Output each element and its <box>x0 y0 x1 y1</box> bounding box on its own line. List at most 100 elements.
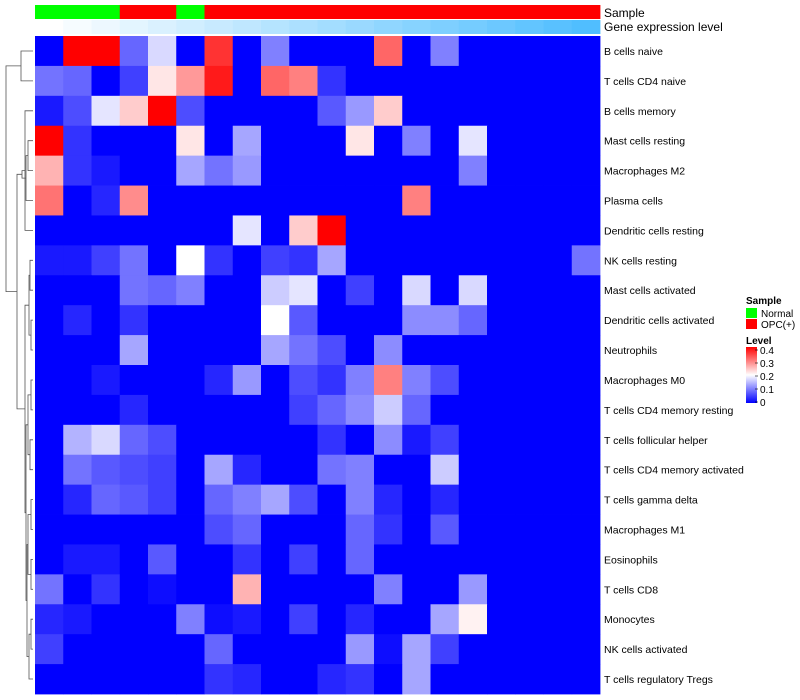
heatmap-cell <box>487 305 516 336</box>
heatmap-cell <box>430 36 460 67</box>
heatmap-cell <box>571 514 601 545</box>
heatmap-cell <box>289 484 318 515</box>
heatmap-cell <box>232 484 262 515</box>
level-tick-label: 0 <box>760 398 766 409</box>
sample-annotation-cell <box>148 5 177 19</box>
heatmap-cell <box>317 95 347 127</box>
heatmap-cell <box>35 424 64 456</box>
heatmap-cell <box>515 514 544 545</box>
heatmap-cell <box>63 394 92 426</box>
heatmap-cell <box>374 185 403 216</box>
heatmap-cell <box>63 335 92 366</box>
heatmap-cell <box>204 155 234 186</box>
heatmap-cell <box>345 36 375 67</box>
heatmap-cell <box>35 574 64 605</box>
heatmap-cell <box>289 125 318 157</box>
heatmap-cell <box>458 36 488 67</box>
heatmap-cell <box>487 574 516 605</box>
heatmap-cell <box>148 604 177 635</box>
expression-annotation-cell <box>317 20 347 34</box>
heatmap-cell <box>176 514 205 545</box>
heatmap-cell <box>261 574 290 605</box>
heatmap-cell <box>458 245 488 276</box>
level-tick-label: 0.3 <box>760 359 774 370</box>
heatmap-cell <box>204 484 234 515</box>
heatmap-cell <box>232 335 262 366</box>
row-label: Eosinophils <box>604 554 658 566</box>
heatmap-cell <box>345 365 375 396</box>
heatmap-cell <box>487 484 516 515</box>
row-label: Dendritic cells activated <box>604 315 714 327</box>
heatmap-cell <box>345 664 375 695</box>
expression-annotation-cell <box>204 20 234 34</box>
heatmap-cell <box>261 365 290 396</box>
heatmap-cell <box>119 305 149 336</box>
heatmap-cell <box>261 95 290 127</box>
heatmap-cell <box>317 634 347 665</box>
heatmap-cell <box>571 634 601 665</box>
heatmap-cell <box>430 604 460 635</box>
heatmap-cell <box>317 275 347 306</box>
heatmap-cell <box>63 604 92 635</box>
dendrogram-branch <box>30 618 33 650</box>
dendrogram-branch <box>27 394 31 456</box>
expression-annotation-cell <box>430 20 460 34</box>
heatmap-cell <box>402 335 431 366</box>
heatmap-cell <box>317 514 347 545</box>
heatmap-cell <box>91 155 121 186</box>
heatmap-cell <box>458 95 488 127</box>
heatmap-cell <box>458 394 488 426</box>
heatmap-cells <box>35 36 601 695</box>
heatmap-cell <box>430 634 460 665</box>
level-tick-label: 0.4 <box>760 346 774 357</box>
heatmap-cell <box>204 95 234 127</box>
heatmap-cell <box>543 95 573 127</box>
heatmap-cell <box>91 125 121 157</box>
heatmap-cell <box>543 185 573 216</box>
heatmap-cell <box>317 155 347 186</box>
heatmap-cell <box>317 394 347 426</box>
heatmap-cell <box>515 394 544 426</box>
heatmap-cell <box>204 36 234 67</box>
heatmap-cell <box>261 514 290 545</box>
expression-annotation-cell <box>402 20 431 34</box>
heatmap-cell <box>119 36 149 67</box>
heatmap-cell <box>148 275 177 306</box>
heatmap-cell <box>232 95 262 127</box>
legend-swatch-normal <box>746 308 757 318</box>
heatmap-cell <box>515 95 544 127</box>
dendrogram-branch <box>29 439 33 471</box>
heatmap-cell <box>289 424 318 456</box>
heatmap-cell <box>289 65 318 97</box>
heatmap-cell <box>148 245 177 276</box>
heatmap-cell <box>176 365 205 396</box>
heatmap-cell <box>458 215 488 246</box>
heatmap-cell <box>91 574 121 605</box>
legend-label-opc: OPC(+) <box>761 320 795 331</box>
heatmap-cell <box>571 484 601 515</box>
heatmap-cell <box>176 574 205 605</box>
heatmap-cell <box>543 215 573 246</box>
heatmap-cell <box>35 634 64 665</box>
heatmap-cell <box>317 36 347 67</box>
heatmap-cell <box>119 424 149 456</box>
heatmap-cell <box>374 544 403 575</box>
heatmap-cell <box>543 424 573 456</box>
row-label: Dendritic cells resting <box>604 225 704 237</box>
heatmap-cell <box>543 155 573 186</box>
heatmap-cell <box>261 634 290 665</box>
heatmap-cell <box>458 514 488 545</box>
heatmap-cell <box>63 185 92 216</box>
heatmap-cell <box>232 275 262 306</box>
heatmap-cell <box>176 604 205 635</box>
dendrogram-branch <box>30 499 33 530</box>
heatmap-cell <box>91 634 121 665</box>
row-label: T cells follicular helper <box>604 435 708 447</box>
heatmap-cell <box>543 275 573 306</box>
heatmap-cell <box>345 634 375 665</box>
heatmap-cell <box>119 484 149 515</box>
heatmap-cell <box>317 125 347 157</box>
heatmap-cell <box>261 335 290 366</box>
heatmap-cell <box>119 544 149 575</box>
heatmap-cell <box>176 245 205 276</box>
